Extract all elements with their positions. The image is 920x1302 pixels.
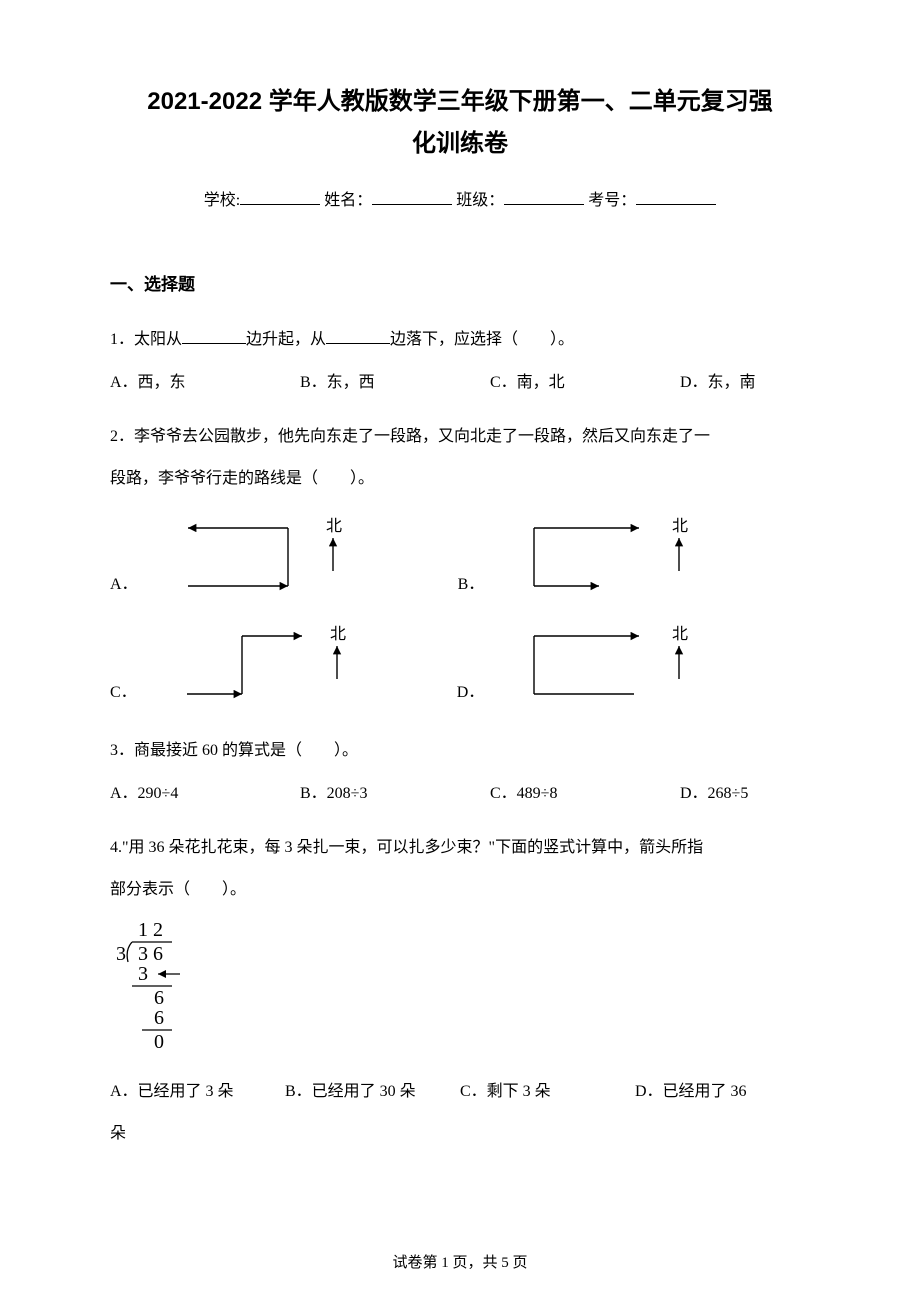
q2-diagram-c: 北 (177, 614, 377, 704)
info-line: 学校: 姓名： 班级： 考号： (110, 186, 810, 210)
question-3-options: A．290÷4 B．208÷3 C．489÷8 D．268÷5 (110, 779, 810, 803)
q4-option-a[interactable]: A．已经用了 3 朵 (110, 1077, 285, 1101)
question-2: 2．李爷爷去公园散步，他先向东走了一段路，又向北走了一段路，然后又向东走了一 段… (110, 418, 810, 499)
q2-label-d: D． (457, 678, 485, 704)
question-3: 3．商最接近 60 的算式是（ ）。 (110, 732, 810, 770)
q2-diagram-row-1: A． 北 B． 北 (110, 506, 810, 596)
division-step1: 3 (138, 963, 148, 985)
question-4-options: A．已经用了 3 朵 B．已经用了 30 朵 C．剩下 3 朵 D．已经用了 3… (110, 1077, 810, 1101)
division-divisor: 3 (116, 943, 126, 965)
q3-option-a[interactable]: A．290÷4 (110, 779, 250, 803)
q2-label-c: C． (110, 678, 137, 704)
q2-diagram-b: 北 (524, 506, 724, 596)
q1-option-b[interactable]: B．东，西 (300, 368, 440, 392)
north-label-b: 北 (672, 517, 688, 535)
question-4: 4."用 36 朵花扎花束，每 3 朵扎一束，可以扎多少束？"下面的竖式计算中，… (110, 829, 810, 910)
division-step4: 0 (154, 1031, 164, 1053)
school-blank[interactable] (240, 189, 320, 205)
q4-option-d[interactable]: D．已经用了 36 (635, 1077, 810, 1101)
name-blank[interactable] (372, 189, 452, 205)
q1-option-a[interactable]: A．西，东 (110, 368, 250, 392)
q1-suffix: 边落下，应选择（ ）。 (390, 331, 574, 348)
long-division-svg: 1 2 3 3 6 3 6 6 0 (110, 918, 220, 1058)
class-blank[interactable] (504, 189, 584, 205)
q4-line1: 4."用 36 朵花扎花束，每 3 朵扎一束，可以扎多少束？"下面的竖式计算中，… (110, 829, 810, 867)
name-label: 姓名： (324, 192, 372, 209)
q3-option-b[interactable]: B．208÷3 (300, 779, 440, 803)
q3-text: 3．商最接近 60 的算式是（ ）。 (110, 732, 810, 770)
north-label-c: 北 (330, 625, 346, 643)
q1-mid: 边升起，从 (246, 331, 326, 348)
question-1-text: 1．太阳从 边升起，从 边落下，应选择（ ）。 (110, 321, 810, 359)
question-1: 1．太阳从 边升起，从 边落下，应选择（ ）。 (110, 321, 810, 359)
q2-line1: 2．李爷爷去公园散步，他先向东走了一段路，又向北走了一段路，然后又向东走了一 (110, 418, 810, 456)
q1-prefix: 1．太阳从 (110, 331, 182, 348)
title-line-1: 2021-2022 学年人教版数学三年级下册第一、二单元复习强 (110, 80, 810, 123)
q2-diagram-d: 北 (524, 614, 724, 704)
page-footer: 试卷第 1 页，共 5 页 (0, 1251, 920, 1272)
school-label: 学校: (204, 192, 240, 209)
q1-blank-1[interactable] (182, 343, 246, 344)
q1-option-c[interactable]: C．南，北 (490, 368, 630, 392)
examno-label: 考号： (588, 192, 636, 209)
q4-tail: 朵 (110, 1115, 810, 1153)
question-1-options: A．西，东 B．东，西 C．南，北 D．东，南 (110, 368, 810, 392)
q2-label-a: A． (110, 570, 138, 596)
q2-line2: 段路，李爷爷行走的路线是（ ）。 (110, 460, 810, 498)
q1-blank-2[interactable] (326, 343, 390, 344)
title-line-2: 化训练卷 (110, 123, 810, 158)
page: 2021-2022 学年人教版数学三年级下册第一、二单元复习强 化训练卷 学校:… (0, 0, 920, 1302)
q2-diagram-row-2: C． 北 D． 北 (110, 614, 810, 704)
q4-long-division: 1 2 3 3 6 3 6 6 0 (110, 918, 810, 1063)
north-label-d: 北 (672, 625, 688, 643)
class-label: 班级： (456, 192, 504, 209)
q1-option-d[interactable]: D．东，南 (680, 368, 820, 392)
division-step2: 6 (154, 987, 164, 1009)
section-1-header: 一、选择题 (110, 270, 810, 295)
examno-blank[interactable] (636, 189, 716, 205)
division-quotient: 1 2 (138, 919, 163, 941)
q3-option-c[interactable]: C．489÷8 (490, 779, 630, 803)
q4-line2: 部分表示（ ）。 (110, 871, 810, 909)
north-label-a: 北 (326, 517, 342, 535)
q4-option-b[interactable]: B．已经用了 30 朵 (285, 1077, 460, 1101)
q2-label-b: B． (458, 570, 485, 596)
q3-option-d[interactable]: D．268÷5 (680, 779, 820, 803)
q4-option-c[interactable]: C．剩下 3 朵 (460, 1077, 635, 1101)
division-step3: 6 (154, 1007, 164, 1029)
q2-diagram-a: 北 (178, 506, 378, 596)
division-dividend: 3 6 (138, 943, 163, 965)
